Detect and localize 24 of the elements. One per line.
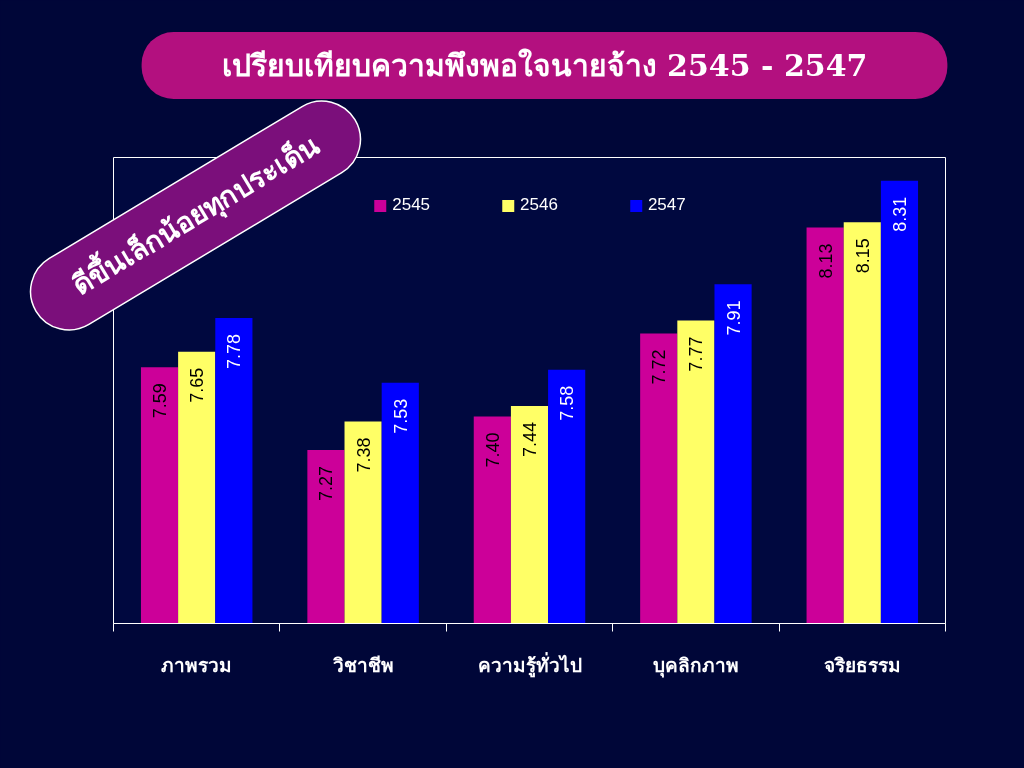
chart-title: เปรียบเทียบความพึงพอใจนายจ้าง 2545 - 2547 <box>221 48 868 83</box>
legend-label: 2546 <box>520 195 558 215</box>
x-tick-label: จริยธรรม <box>823 653 901 676</box>
data-label: 7.77 <box>686 336 707 372</box>
data-label: 8.13 <box>815 243 836 279</box>
x-tick-label: ภาพรวม <box>161 653 233 676</box>
x-tick-label: วิชาชีพ <box>332 653 394 676</box>
legend-label: 2545 <box>392 195 431 215</box>
data-label: 7.44 <box>520 422 540 458</box>
data-label: 7.78 <box>224 334 245 370</box>
data-label: 7.27 <box>316 466 337 502</box>
legend-label: 2547 <box>647 195 686 215</box>
x-tick-label: บุคลิกภาพ <box>652 653 739 678</box>
x-tick-label: ความรู้ทั่วไป <box>477 651 582 678</box>
data-label: 7.53 <box>390 398 411 434</box>
data-label: 7.40 <box>482 432 503 468</box>
data-label: 8.31 <box>889 196 910 232</box>
data-label: 7.91 <box>723 300 744 336</box>
data-label: 7.38 <box>353 437 374 473</box>
data-label: 7.65 <box>187 367 208 403</box>
data-label: 7.58 <box>557 385 578 421</box>
data-label: 8.15 <box>852 238 873 274</box>
data-label: 7.72 <box>649 349 670 385</box>
data-label: 7.59 <box>150 383 171 419</box>
